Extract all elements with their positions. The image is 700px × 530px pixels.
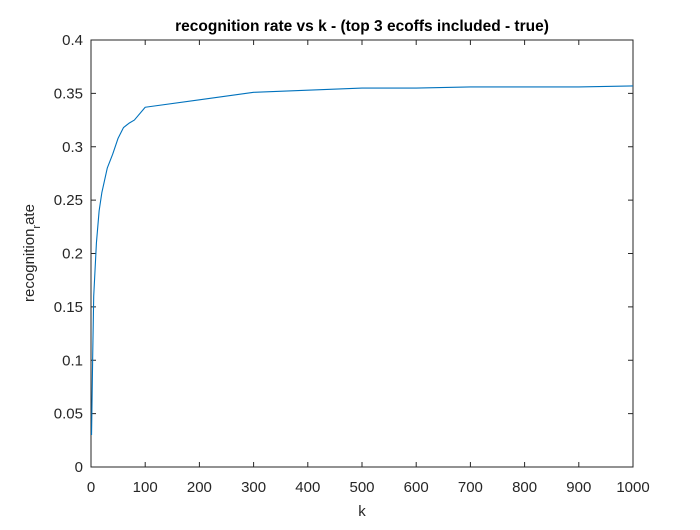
x-tick-label: 900 xyxy=(566,479,591,496)
x-tick-label: 800 xyxy=(512,479,537,496)
x-tick-label: 500 xyxy=(349,479,374,496)
x-tick-label: 0 xyxy=(87,479,95,496)
y-axis-label-main: recognition xyxy=(21,229,38,302)
x-tick-label: 100 xyxy=(133,479,158,496)
x-axis-label: k xyxy=(358,503,366,520)
y-tick-label: 0.05 xyxy=(54,406,83,423)
y-tick-label: 0.25 xyxy=(54,192,83,209)
plot-area: 0 100 200 300 400 500 600 700 800 900 1000 0 0.05 0.1… xyxy=(54,32,650,496)
x-tick-label: 400 xyxy=(295,479,320,496)
y-tick-label: 0.3 xyxy=(62,139,83,156)
y-tick-label: 0.1 xyxy=(62,352,83,369)
y-tick-label: 0.4 xyxy=(62,32,83,49)
x-tick-label: 300 xyxy=(241,479,266,496)
x-tick-label: 700 xyxy=(458,479,483,496)
x-tick-label: 1000 xyxy=(616,479,649,496)
series-line xyxy=(90,85,634,435)
y-axis-label-rest: ate xyxy=(21,204,38,225)
y-tick-label: 0.15 xyxy=(54,299,83,316)
y-tick-label: 0.35 xyxy=(54,85,83,102)
y-tick-label: 0 xyxy=(75,459,83,476)
x-tick-label: 600 xyxy=(404,479,429,496)
y-tick-label: 0.2 xyxy=(62,246,83,263)
chart-title: recognition rate vs k - (top 3 ecoffs in… xyxy=(175,18,549,35)
y-axis-label-subscript: r xyxy=(31,225,43,229)
x-tick-label: 200 xyxy=(187,479,212,496)
axes-box xyxy=(90,39,634,468)
y-axis-label: recognitionrate xyxy=(21,204,43,302)
